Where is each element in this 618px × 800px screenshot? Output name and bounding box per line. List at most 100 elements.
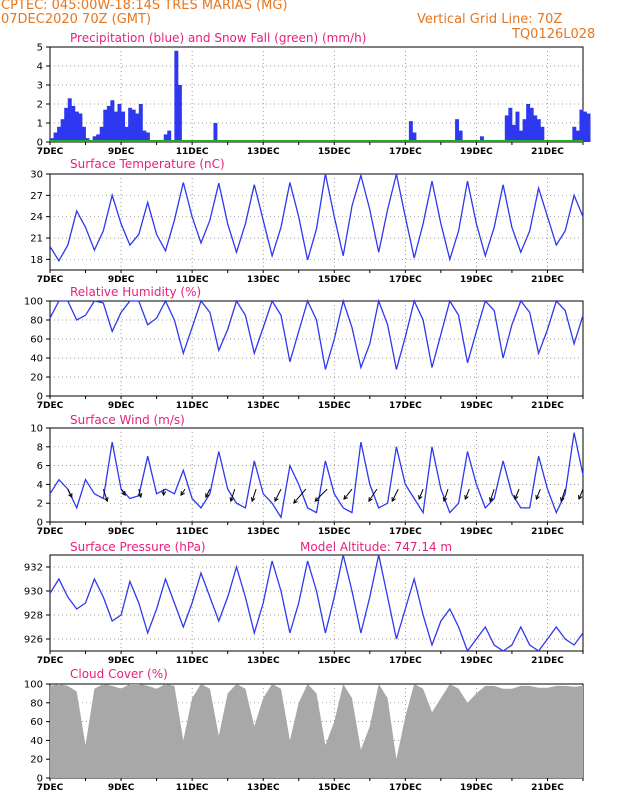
precip-bar bbox=[458, 130, 463, 142]
wind-arrow-head bbox=[274, 497, 279, 503]
wind-arrow bbox=[67, 488, 73, 498]
y-tick-label: 926 bbox=[24, 635, 43, 646]
x-tick-label: 13DEC bbox=[247, 275, 280, 285]
panel-title: Precipitation (blue) and Snow Fall (gree… bbox=[70, 31, 366, 45]
panel-frame bbox=[49, 300, 584, 397]
x-tick-label: 11DEC bbox=[176, 147, 209, 157]
precip-bar bbox=[71, 105, 76, 142]
wind-arrow-head bbox=[161, 491, 167, 497]
precip-bar bbox=[519, 130, 523, 142]
wind-arrow bbox=[391, 488, 399, 502]
wind-arrow bbox=[489, 488, 495, 502]
wind-arrow-head bbox=[535, 495, 540, 501]
x-tick-label: 11DEC bbox=[176, 401, 209, 411]
precip-bar bbox=[138, 104, 143, 142]
precip-bar bbox=[131, 109, 136, 142]
y-tick-label: 928 bbox=[24, 611, 43, 622]
precip-bar bbox=[145, 132, 150, 142]
precip-bar bbox=[78, 113, 83, 142]
run-datetime: 07DEC2020 70Z (GMT) bbox=[1, 12, 152, 27]
wind-arrow bbox=[102, 488, 108, 502]
x-tick-label: 13DEC bbox=[247, 783, 280, 793]
wind-arrow bbox=[120, 488, 126, 496]
wind-arrow bbox=[274, 488, 282, 502]
x-tick-label: 17DEC bbox=[389, 147, 422, 157]
precip-bar bbox=[124, 126, 129, 142]
wind-arrow-head bbox=[104, 497, 109, 503]
panel-frame bbox=[49, 427, 584, 523]
y-tick-label: 80 bbox=[30, 698, 43, 709]
y-tick-label: 2 bbox=[37, 499, 43, 510]
wind-arrow bbox=[205, 488, 211, 498]
y-tick-label: 0 bbox=[37, 518, 43, 529]
precip-bar bbox=[575, 130, 580, 142]
wind-arrow bbox=[464, 488, 470, 500]
precip-bar bbox=[479, 136, 484, 142]
x-tick-label: 15DEC bbox=[318, 275, 351, 285]
precip-bar bbox=[540, 126, 545, 142]
wind-arrow-head bbox=[293, 499, 298, 504]
x-tick-label: 19DEC bbox=[460, 783, 493, 793]
precip-bar bbox=[96, 134, 101, 142]
x-tick-label: 13DEC bbox=[247, 401, 280, 411]
x-tick-label: 19DEC bbox=[460, 401, 493, 411]
precip-bar bbox=[163, 134, 168, 142]
wind-arrow bbox=[230, 488, 236, 502]
wind-arrow bbox=[514, 488, 520, 500]
wind-arrow-head bbox=[578, 495, 583, 501]
panel-title: Surface Pressure (hPa) bbox=[70, 540, 206, 554]
wind-arrow bbox=[138, 488, 142, 498]
wind-arrow-head bbox=[464, 495, 469, 501]
y-tick-label: 4 bbox=[37, 62, 43, 73]
wind-arrow-head bbox=[137, 493, 143, 499]
precip-bar bbox=[504, 115, 509, 142]
precip-bar bbox=[529, 107, 534, 142]
y-tick-label: 2 bbox=[37, 100, 43, 111]
wind-arrow bbox=[251, 488, 257, 502]
wind-arrow bbox=[314, 488, 328, 502]
x-tick-label: 7DEC bbox=[37, 656, 64, 666]
precip-bar bbox=[92, 136, 97, 142]
x-tick-label: 7DEC bbox=[37, 147, 64, 157]
y-tick-label: 0 bbox=[37, 392, 43, 403]
y-tick-label: 18 bbox=[30, 255, 43, 266]
y-tick-label: 3 bbox=[37, 81, 43, 92]
precip-bar bbox=[113, 111, 118, 142]
precip-bar bbox=[81, 126, 86, 142]
panel-title: Relative Humidity (%) bbox=[70, 285, 201, 299]
y-tick-label: 5 bbox=[37, 43, 43, 54]
precip-bar bbox=[579, 109, 584, 142]
x-tick-label: 9DEC bbox=[108, 275, 135, 285]
x-tick-label: 11DEC bbox=[176, 275, 209, 285]
wind-arrow-head bbox=[205, 493, 210, 499]
y-tick-label: 0 bbox=[37, 138, 43, 149]
precip-bar bbox=[74, 111, 79, 142]
wind-arrow-head bbox=[314, 497, 320, 502]
wind-arrow-head bbox=[343, 495, 348, 500]
precip-bar bbox=[117, 104, 122, 142]
x-tick-label: 21DEC bbox=[531, 656, 564, 666]
wind-arrow bbox=[418, 488, 424, 500]
precip-bar bbox=[522, 119, 527, 142]
y-tick-label: 40 bbox=[30, 736, 43, 747]
x-tick-label: 17DEC bbox=[389, 527, 422, 537]
x-tick-label: 21DEC bbox=[531, 275, 564, 285]
x-tick-label: 17DEC bbox=[389, 783, 422, 793]
wind-arrow bbox=[578, 488, 584, 500]
precip-bar bbox=[67, 98, 72, 142]
vertical-grid-note: Vertical Grid Line: 70Z bbox=[417, 12, 563, 27]
precip-bar bbox=[60, 119, 65, 142]
precip-bar bbox=[106, 105, 111, 142]
x-tick-label: 9DEC bbox=[108, 401, 135, 411]
x-tick-label: 15DEC bbox=[318, 401, 351, 411]
x-tick-label: 17DEC bbox=[389, 275, 422, 285]
y-tick-label: 932 bbox=[24, 563, 43, 574]
precip-bar bbox=[536, 119, 541, 142]
y-tick-label: 4 bbox=[37, 480, 43, 491]
wind-arrow bbox=[343, 488, 353, 500]
panel-title: Surface Wind (m/s) bbox=[70, 413, 185, 427]
x-tick-label: 19DEC bbox=[460, 275, 493, 285]
x-tick-label: 7DEC bbox=[37, 527, 64, 537]
x-tick-label: 13DEC bbox=[247, 656, 280, 666]
